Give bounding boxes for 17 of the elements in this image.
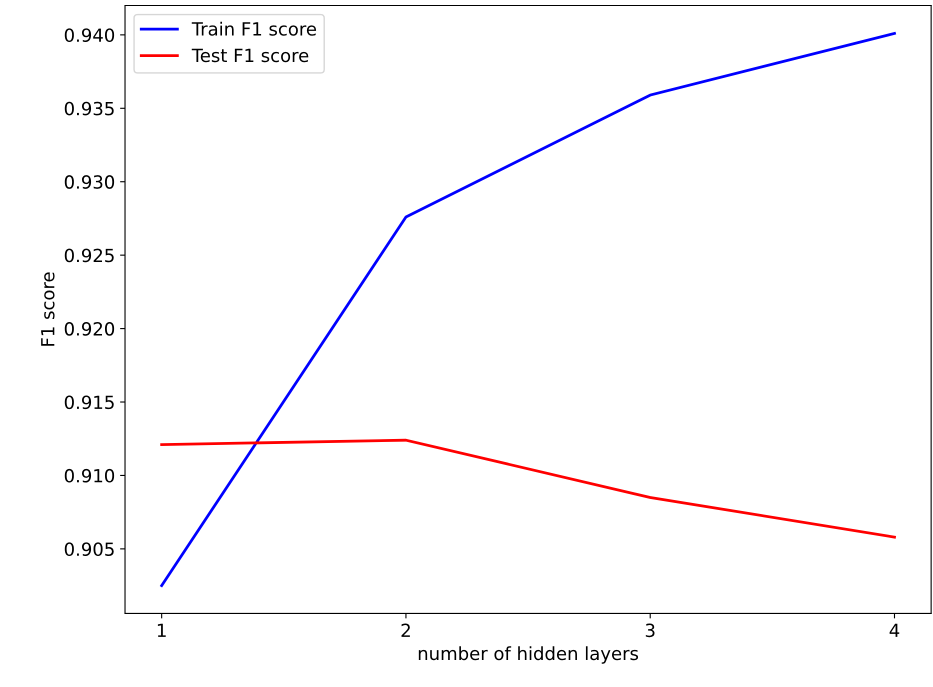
- y-tick-label: 0.925: [64, 248, 114, 262]
- x-tick-label: 1: [158, 624, 166, 637]
- y-axis-title: F1 score: [41, 272, 55, 346]
- line-series: [160, 438, 896, 539]
- x-tick-label: 2: [402, 624, 410, 637]
- y-tick-label: 0.915: [64, 395, 114, 410]
- legend-label: Test F1 score: [192, 48, 308, 62]
- y-tick-label: 0.920: [64, 322, 114, 336]
- y-tick-label: 0.910: [64, 468, 114, 483]
- x-axis-title: number of hidden layers: [418, 646, 638, 664]
- y-tick-label: 0.930: [64, 175, 114, 189]
- y-tick-label: 0.940: [64, 28, 114, 42]
- y-tick-label: 0.905: [64, 542, 114, 556]
- y-tick-label: 0.935: [64, 102, 114, 116]
- legend-label: Train F1 score: [192, 22, 316, 36]
- x-tick-label: 4: [890, 624, 900, 637]
- x-tick-label: 3: [646, 624, 655, 638]
